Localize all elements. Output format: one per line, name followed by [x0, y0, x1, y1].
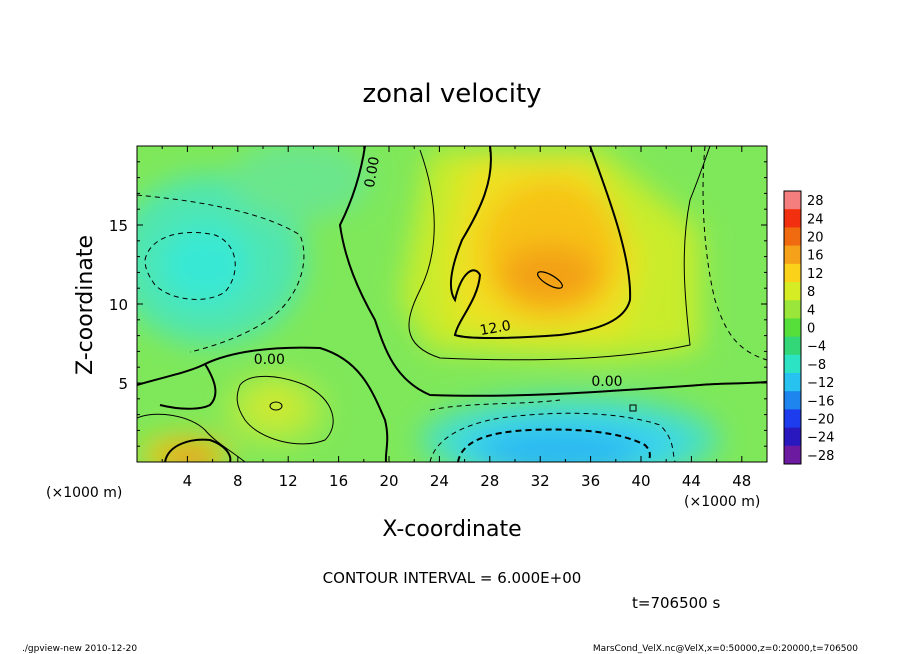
x-tick-label: 44: [682, 472, 701, 490]
colorbar-label: 8: [807, 285, 815, 300]
colorbar-swatch: [784, 427, 801, 447]
footer-left: ./gpview-new 2010-12-20: [22, 644, 137, 654]
x-axis-label: X-coordinate: [382, 517, 521, 542]
colorbar-swatch: [784, 318, 801, 338]
footer-right: MarsCond_VelX.nc@VelX,x=0:50000,z=0:2000…: [593, 644, 858, 654]
colorbar-label: 16: [807, 249, 824, 264]
plot-area: 0.00 0.00 12.0 0.00: [137, 146, 767, 462]
x-tick-label: 48: [732, 472, 751, 490]
x-tick-label: 20: [379, 472, 398, 490]
colorbar-label: 0: [807, 322, 815, 337]
colorbar-label: 12: [807, 267, 824, 282]
colorbar-label: −8: [807, 358, 826, 373]
colorbar-swatch: [784, 336, 801, 356]
x-tick-label: 32: [531, 472, 550, 490]
contour-labels: 0.00 0.00 12.0 0.00: [254, 155, 623, 390]
x-tick-label: 28: [480, 472, 499, 490]
contour-interval-text: CONTOUR INTERVAL = 6.000E+00: [323, 569, 582, 587]
colorbar-swatch: [784, 445, 801, 465]
colorbar-label: 24: [807, 212, 824, 227]
x-unit-right: (×1000 m): [684, 494, 760, 510]
colorbar-label: 4: [807, 303, 815, 318]
colorbar-swatch: [784, 300, 801, 319]
colorbar: 28 24 20 16 12 8 4 0 −4 −8 −12 −16 −20 −24 −28: [783, 190, 834, 465]
x-tick-label: 16: [329, 472, 348, 490]
y-axis-label: Z-coordinate: [73, 235, 98, 375]
colorbar-label: 28: [807, 194, 824, 209]
x-tick-label: 36: [581, 472, 600, 490]
colorbar-swatch: [784, 409, 801, 429]
x-tick-label: 8: [233, 472, 243, 490]
contour-label: 0.00: [591, 374, 622, 390]
y-tick-label: 15: [109, 217, 128, 235]
contour-label: 0.00: [362, 155, 383, 188]
colorbar-label: −16: [807, 394, 834, 409]
colorbar-label: −12: [807, 376, 834, 391]
colorbar-label: −4: [807, 340, 826, 355]
colorbar-swatch: [784, 373, 801, 392]
colorbar-frame: [783, 190, 802, 465]
x-tick-label: 24: [430, 472, 449, 490]
colorbar-label: −24: [807, 431, 834, 446]
x-tick-label: 4: [183, 472, 193, 490]
colorbar-swatch: [784, 282, 801, 301]
x-tick-label: 40: [631, 472, 650, 490]
x-unit-left: (×1000 m): [46, 485, 122, 501]
contour-label: 12.0: [479, 318, 512, 339]
colorbar-label: 20: [807, 231, 824, 246]
colorbar-swatch: [784, 354, 801, 374]
y-tick-label: 10: [109, 296, 128, 314]
colorbar-swatch: [784, 191, 801, 210]
chart-title: zonal velocity: [362, 79, 541, 109]
x-tick-label: 12: [279, 472, 298, 490]
colorbar-swatch: [784, 263, 801, 283]
contour-label: 0.00: [254, 352, 285, 368]
colorbar-swatch: [784, 391, 801, 410]
y-tick-label: 5: [118, 375, 128, 393]
colorbar-swatch: [784, 245, 801, 265]
colorbar-label: −28: [807, 449, 834, 464]
colorbar-swatch: [784, 227, 801, 247]
time-text: t=706500 s: [632, 594, 720, 612]
colorbar-swatch: [784, 209, 801, 228]
colorbar-label: −20: [807, 413, 834, 428]
